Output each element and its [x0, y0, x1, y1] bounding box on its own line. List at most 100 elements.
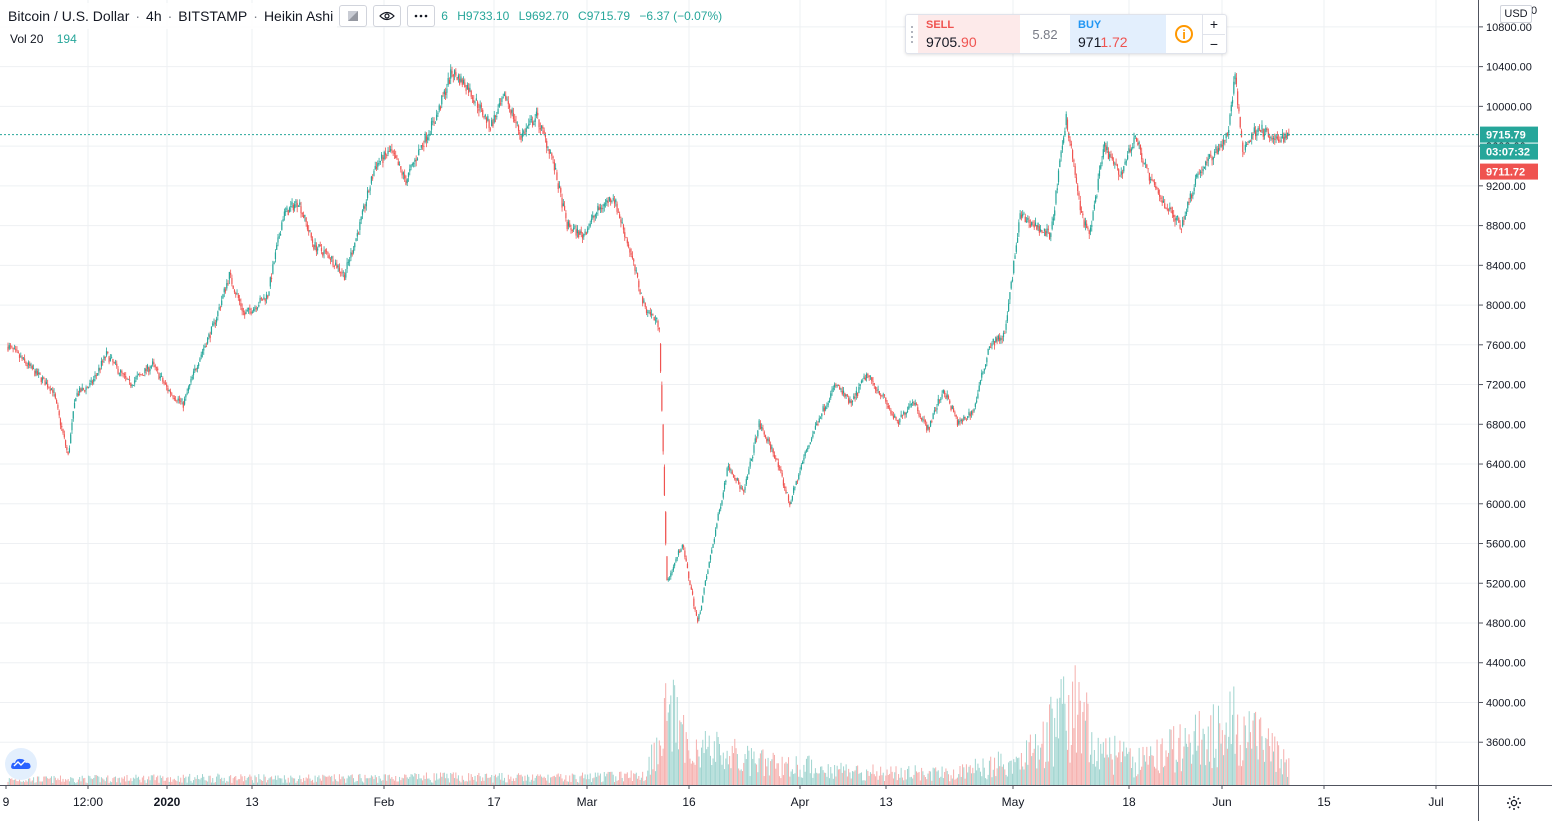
volume-bar — [1183, 746, 1185, 785]
candle-body — [1023, 213, 1025, 215]
candle-body — [473, 100, 475, 103]
candle-body — [1055, 190, 1057, 204]
candle-body — [1226, 133, 1229, 135]
volume-bar — [882, 772, 884, 785]
candle-body — [1275, 135, 1277, 139]
volume-bar — [374, 775, 376, 785]
candle-body — [790, 501, 792, 505]
candle-body — [141, 374, 143, 376]
volume-bar — [483, 780, 485, 785]
candle-body — [260, 298, 262, 300]
candle-body — [905, 412, 907, 415]
candle-body — [1015, 245, 1017, 252]
currency-button[interactable]: USD — [1500, 5, 1532, 23]
volume-bar — [607, 771, 609, 785]
candle-body — [849, 400, 851, 403]
candle-body — [656, 317, 658, 319]
volume-bar — [320, 780, 322, 785]
candle-body — [987, 348, 989, 355]
volume-bar — [139, 779, 141, 785]
chart-style: Heikin Ashi — [263, 8, 334, 24]
more-icon[interactable] — [407, 5, 436, 27]
volume-bar — [1182, 758, 1184, 785]
volume-bar — [1142, 746, 1144, 785]
candle-body — [1174, 218, 1176, 222]
symbol-info[interactable]: Bitcoin / U.S. Dollar · 4h · BITSTAMP · … — [0, 3, 338, 29]
volume-bar — [111, 782, 113, 785]
candle-body — [96, 373, 99, 375]
volume-bar — [1169, 729, 1171, 785]
volume-bar — [106, 777, 108, 785]
candle-body — [689, 580, 691, 586]
plus-button[interactable]: + — [1203, 15, 1225, 35]
volume-bar — [931, 780, 933, 785]
volume-bar — [54, 777, 56, 785]
candle-body — [450, 69, 452, 79]
volume-label: Vol 20 — [10, 32, 44, 46]
volume-bar — [950, 775, 952, 785]
candle-body — [212, 323, 214, 326]
candle-body — [57, 404, 59, 409]
candle-body — [828, 400, 831, 403]
candle-body — [38, 372, 40, 375]
volume-bar — [505, 782, 507, 785]
candle-body — [414, 159, 416, 162]
candle-body — [1235, 77, 1237, 85]
candle-body — [401, 171, 403, 176]
candle-body — [768, 439, 770, 442]
candle-body — [205, 346, 207, 348]
volume-bar — [425, 772, 427, 785]
candle-body — [143, 375, 145, 376]
candle-body — [850, 401, 852, 404]
eye-icon[interactable] — [373, 5, 402, 27]
candle-body — [324, 250, 326, 252]
volume-bar — [837, 769, 839, 785]
candle-body — [1278, 139, 1280, 142]
square-icon[interactable] — [339, 5, 368, 27]
candle-body — [433, 121, 435, 124]
candle-body — [891, 413, 893, 415]
volume-bar — [423, 775, 425, 785]
volume-bar — [813, 773, 815, 785]
candle-body — [451, 70, 453, 74]
candle-body — [782, 479, 785, 486]
volume-bar — [527, 774, 529, 785]
volume-legend[interactable]: Vol 20 194 — [10, 32, 77, 46]
candle-body — [1130, 148, 1133, 151]
candle-body — [1286, 132, 1289, 137]
minus-button[interactable]: − — [1209, 35, 1219, 52]
candle-body — [231, 278, 233, 285]
info-button[interactable]: i — [1166, 15, 1202, 53]
volume-bar — [349, 776, 351, 785]
volume-bar — [643, 781, 645, 785]
candle-body — [858, 387, 860, 393]
candle-body — [1271, 138, 1273, 140]
volume-bar — [574, 774, 576, 785]
buy-button[interactable]: BUY 9711.72 — [1070, 15, 1166, 53]
candle-body — [464, 82, 466, 88]
volume-bar — [919, 780, 921, 785]
volume-bar — [283, 775, 285, 785]
candle-body — [336, 264, 338, 269]
gear-icon[interactable] — [1504, 793, 1524, 813]
volume-bar — [789, 776, 791, 785]
sell-button[interactable]: SELL 9705.90 — [918, 15, 1020, 53]
cloud-logo-icon[interactable] — [5, 748, 37, 780]
volume-bar — [1241, 766, 1243, 785]
candle-body — [66, 447, 68, 451]
volume-bar — [120, 782, 122, 785]
candle-body — [1093, 204, 1095, 210]
candle-body — [805, 450, 808, 452]
candle-body — [506, 99, 508, 101]
volume-bar — [131, 781, 133, 785]
drag-handle-icon[interactable] — [906, 15, 918, 53]
candle-body — [699, 612, 701, 614]
candle-body — [244, 312, 246, 316]
volume-bar — [447, 778, 449, 785]
candle-body — [753, 445, 755, 453]
volume-bar — [1275, 771, 1277, 785]
volume-bar — [818, 773, 820, 785]
candle-body — [420, 145, 422, 148]
volume-bar — [817, 773, 819, 785]
